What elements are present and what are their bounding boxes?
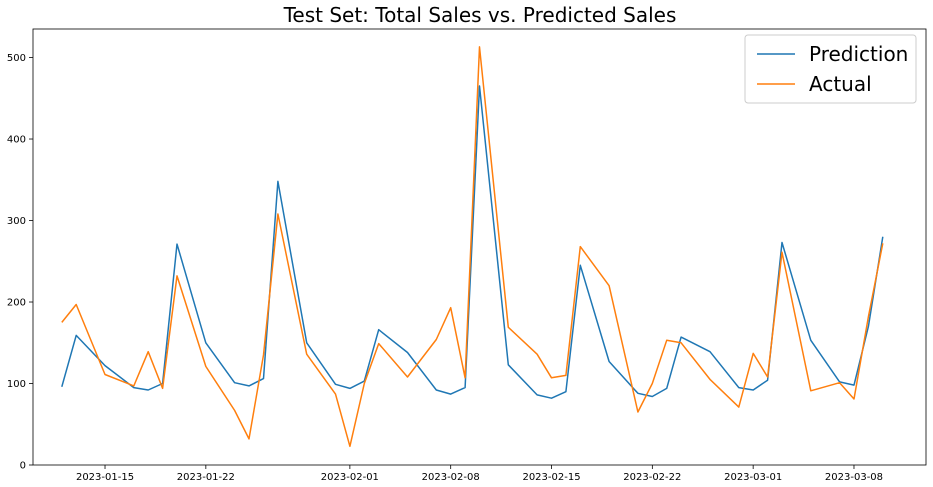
prediction-series-line bbox=[61, 85, 884, 399]
series-layer bbox=[61, 46, 884, 448]
x-tick-label: 2023-02-15 bbox=[522, 472, 580, 483]
y-tick-label: 200 bbox=[7, 298, 26, 309]
x-axis: 2023-01-15 2023-01-22 2023-02-01 2023-02-08… bbox=[76, 465, 883, 483]
chart-title: Test Set: Total Sales vs. Predicted Sale… bbox=[283, 3, 677, 27]
y-tick-label: 400 bbox=[7, 135, 26, 146]
plot-area bbox=[32, 28, 927, 466]
y-tick-label: 300 bbox=[7, 216, 26, 227]
x-tick-label: 2023-02-01 bbox=[321, 472, 379, 483]
y-tick-label: 100 bbox=[7, 379, 26, 390]
plot-frame bbox=[32, 28, 927, 466]
prediction-legend-label: Prediction bbox=[809, 42, 908, 66]
x-tick-label: 2023-02-22 bbox=[623, 472, 681, 483]
legend: Prediction Actual bbox=[744, 34, 917, 104]
x-tick-label: 2023-02-08 bbox=[422, 472, 480, 483]
x-tick-label: 2023-03-01 bbox=[724, 472, 782, 483]
actual-series-line bbox=[61, 46, 884, 448]
x-tick-label: 2023-01-22 bbox=[177, 472, 235, 483]
y-axis: 0 100 200 300 400 500 bbox=[7, 53, 33, 472]
actual-legend-label: Actual bbox=[809, 72, 872, 96]
legend-box bbox=[744, 34, 917, 104]
y-tick-label: 500 bbox=[7, 53, 26, 64]
x-tick-label: 2023-01-15 bbox=[76, 472, 134, 483]
y-tick-label: 0 bbox=[20, 461, 26, 472]
x-tick-label: 2023-03-08 bbox=[825, 472, 883, 483]
